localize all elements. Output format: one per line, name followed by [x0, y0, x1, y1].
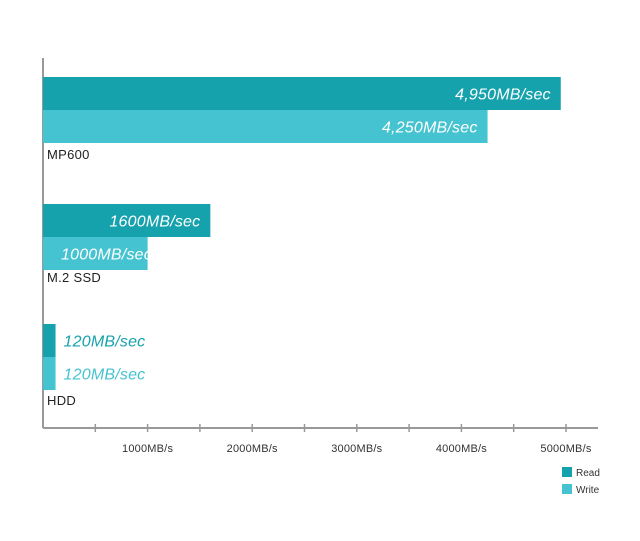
category-label: HDD [47, 393, 76, 408]
category-label: M.2 SSD [47, 270, 101, 285]
bar-write-2 [43, 357, 56, 390]
category-label: MP600 [47, 147, 90, 162]
bar-read-2 [43, 324, 56, 357]
bar-write-0 [43, 110, 488, 143]
legend-swatch-read [562, 467, 572, 477]
x-tick-label: 3000MB/s [331, 443, 382, 455]
value-label-write: 1000MB/sec [61, 247, 152, 264]
x-tick-label: 1000MB/s [122, 443, 173, 455]
value-label-read: 1600MB/sec [109, 214, 200, 231]
legend-label-read: Read [576, 468, 600, 479]
x-tick-label: 2000MB/s [227, 443, 278, 455]
bar-read-0 [43, 77, 561, 110]
bar-read-1 [43, 204, 211, 237]
bar-write-1 [43, 237, 148, 270]
legend-swatch-write [562, 484, 572, 494]
value-label-write: 4,250MB/sec [382, 120, 478, 137]
value-label-read: 120MB/sec [64, 334, 146, 351]
x-tick-label: 4000MB/s [436, 443, 487, 455]
value-label-read: 4,950MB/sec [455, 87, 551, 104]
value-label-write: 120MB/sec [64, 367, 146, 384]
legend-label-write: Write [576, 485, 600, 496]
x-tick-label: 5000MB/s [540, 443, 591, 455]
